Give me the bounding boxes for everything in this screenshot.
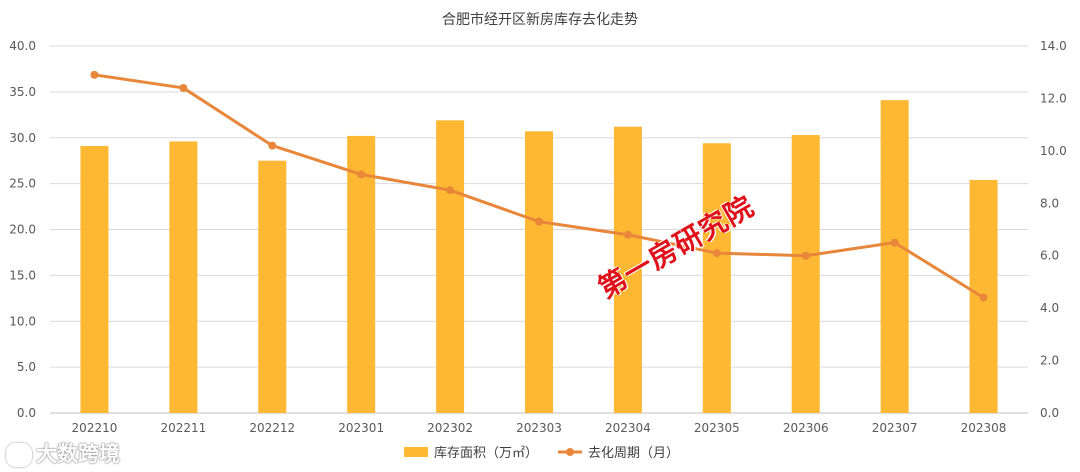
x-tick-label: 202301 <box>338 421 384 435</box>
x-tick-label: 202306 <box>783 421 829 435</box>
line-point <box>90 70 99 79</box>
bar <box>169 141 198 414</box>
legend-bar-label: 库存面积（万㎡） <box>434 445 538 461</box>
bar <box>347 135 376 414</box>
bar-series <box>80 100 998 414</box>
y-right-tick-label: 4.0 <box>1040 301 1059 315</box>
y-axis-right: 0.0 2.0 4.0 6.0 8.0 10.0 12.0 14.0 <box>1040 39 1067 420</box>
y-axis-left: 0.0 5.0 10.0 15.0 20.0 25.0 30.0 35.0 40.0 <box>9 39 36 420</box>
line-point <box>801 251 810 260</box>
y-left-tick-label: 5.0 <box>17 360 36 374</box>
y-right-tick-label: 0.0 <box>1040 406 1059 420</box>
legend-line-marker <box>566 448 574 456</box>
bar <box>258 160 287 413</box>
y-left-tick-label: 25.0 <box>9 177 36 191</box>
brand-logo: 大数跨境 <box>6 438 120 468</box>
bar <box>525 131 553 413</box>
y-right-tick-label: 10.0 <box>1040 144 1067 158</box>
y-left-tick-label: 40.0 <box>9 39 36 53</box>
bar <box>436 120 465 413</box>
x-tick-label: 202212 <box>249 421 295 435</box>
legend-line-label: 去化周期（月） <box>588 446 679 461</box>
y-left-tick-label: 15.0 <box>9 268 36 282</box>
logo-text: 大数跨境 <box>36 442 120 466</box>
legend: 库存面积（万㎡） 去化周期（月） <box>404 445 679 461</box>
x-axis: 202210 202211 202212 202301 202302 202303 2023… <box>72 421 1007 435</box>
bar <box>613 126 642 414</box>
y-right-tick-label: 14.0 <box>1040 39 1067 53</box>
line-point <box>268 141 277 150</box>
x-tick-label: 202210 <box>72 421 118 435</box>
x-tick-label: 202302 <box>427 421 473 435</box>
logo-icon <box>6 443 32 467</box>
y-right-tick-label: 2.0 <box>1040 354 1059 368</box>
bar <box>702 143 731 413</box>
y-left-tick-label: 10.0 <box>9 314 36 328</box>
y-right-tick-label: 8.0 <box>1040 196 1059 210</box>
bar <box>791 134 820 413</box>
line-point <box>623 230 632 239</box>
x-tick-label: 202304 <box>605 421 651 435</box>
bar <box>80 146 109 413</box>
line-point <box>535 217 543 226</box>
y-right-tick-label: 6.0 <box>1040 249 1059 263</box>
x-tick-label: 202303 <box>516 421 562 435</box>
chart-title: 合肥市经开区新房库存去化走势 <box>442 11 638 28</box>
line-point <box>446 186 455 195</box>
line-point <box>712 249 721 258</box>
y-left-tick-label: 30.0 <box>9 131 36 145</box>
y-left-tick-label: 20.0 <box>9 223 36 237</box>
line-point <box>890 238 899 247</box>
line-point <box>179 83 188 92</box>
line-series <box>90 70 988 302</box>
y-right-tick-label: 12.0 <box>1040 91 1067 105</box>
y-left-tick-label: 35.0 <box>9 85 36 99</box>
x-tick-label: 202307 <box>872 421 918 435</box>
legend-bar-swatch <box>404 447 428 457</box>
x-tick-label: 202211 <box>160 421 206 435</box>
x-tick-label: 202308 <box>961 421 1007 435</box>
line-point <box>357 170 366 179</box>
y-left-tick-label: 0.0 <box>17 406 36 420</box>
x-tick-label: 202305 <box>694 421 740 435</box>
bar <box>880 100 909 413</box>
line-point <box>979 293 988 302</box>
